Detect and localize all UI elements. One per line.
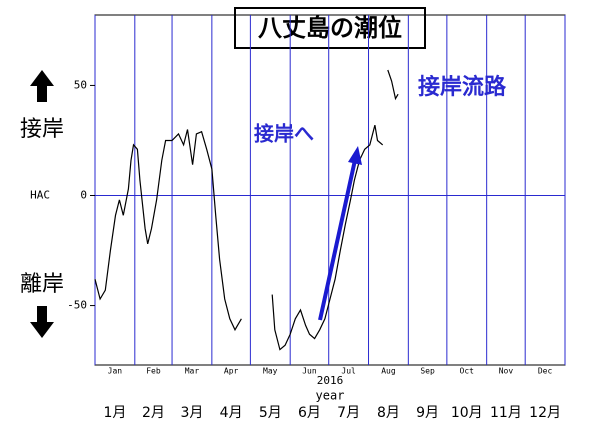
y-tick-label: 0 <box>80 189 87 202</box>
y-tick-label: -50 <box>67 299 87 312</box>
month-jp-label: 4月 <box>220 405 243 421</box>
side-label-down: 離岸 <box>20 272 64 297</box>
x-tick-label: Aug <box>381 367 396 376</box>
x-tick-label: Dec <box>538 367 553 376</box>
month-jp-label: 8月 <box>377 405 400 421</box>
month-jp-label: 9月 <box>416 405 439 421</box>
x-axis-label: year <box>316 389 345 403</box>
data-line <box>94 69 399 351</box>
month-jp-label: 5月 <box>259 405 282 421</box>
annotation-arrowhead <box>348 146 362 165</box>
month-jp-label: 6月 <box>298 405 321 421</box>
x-tick-label: Jun <box>302 367 317 376</box>
month-jp-label: 2月 <box>142 405 165 421</box>
plot-frame <box>94 14 566 366</box>
y-tick-label: 50 <box>74 78 87 91</box>
up-arrow <box>30 70 54 102</box>
month-jp-label: 10月 <box>451 405 483 421</box>
month-jp-label: 12月 <box>529 405 561 421</box>
x-tick-label: Nov <box>499 367 514 376</box>
month-jp-label: 7月 <box>337 405 360 421</box>
chart-title: 八丈島の潮位 <box>258 14 402 42</box>
x-sublabel: 2016 <box>317 374 344 387</box>
zero-label: HAC <box>30 189 50 202</box>
x-tick-label: Sep <box>420 367 435 376</box>
annotation: 接岸へ <box>254 122 314 146</box>
x-tick-label: Jan <box>108 367 123 376</box>
x-tick-label: Mar <box>185 367 200 376</box>
side-label-up: 接岸 <box>20 117 64 142</box>
x-tick-label: Apr <box>224 367 239 376</box>
down-arrow <box>30 306 54 338</box>
month-jp-label: 1月 <box>103 405 126 421</box>
annotation: 接岸流路 <box>418 74 507 100</box>
annotation-arrow <box>318 159 357 321</box>
month-jp-label: 3月 <box>180 405 203 421</box>
x-tick-label: Feb <box>146 367 161 376</box>
month-jp-label: 11月 <box>490 405 522 421</box>
x-tick-label: May <box>263 367 278 376</box>
x-tick-label: Jul <box>341 367 356 376</box>
x-tick-label: Oct <box>460 367 475 376</box>
